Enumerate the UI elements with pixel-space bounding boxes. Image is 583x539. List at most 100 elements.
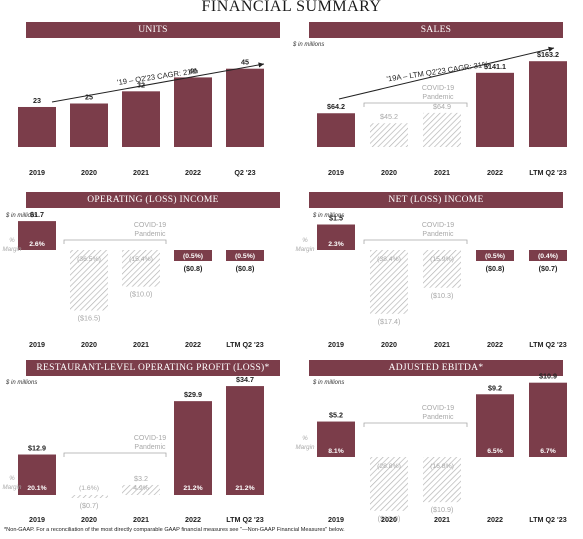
- value-label-operating-income-4: ($0.8): [236, 264, 255, 273]
- cagr-arrow-units: [51, 63, 265, 103]
- margin-label-adjusted-ebitda-4: 6.7%: [540, 448, 556, 455]
- margin-label-operating-income-1: (36.5%): [77, 256, 101, 263]
- bar-adjusted-ebitda-1: [370, 457, 408, 511]
- value-label-restaurant-level-operating-profit-0: $12.9: [28, 444, 46, 453]
- bar-sales-2: [423, 112, 461, 147]
- covid-label-operating-income-0: COVID-19: [134, 222, 166, 229]
- value-label-operating-income-3: ($0.8): [184, 264, 203, 273]
- category-label-net-income-2: 2021: [434, 340, 450, 349]
- bar-units-0: [18, 106, 56, 147]
- covid-bracket-adjusted-ebitda: [363, 422, 468, 427]
- bar-restaurant-level-operating-profit-1: [70, 495, 108, 498]
- margin-label-restaurant-level-operating-profit-0: 20.1%: [27, 485, 46, 492]
- chart-restaurant-level-operating-profit: $12.9 2019 20.1% ($0.7) 2020 (1.6%) $3.2 2021 4.…: [3, 375, 264, 524]
- category-label-units-0: 2019: [29, 168, 45, 177]
- bar-restaurant-level-operating-profit-4: [226, 386, 264, 495]
- category-label-restaurant-level-operating-profit-2: 2021: [133, 515, 149, 524]
- category-label-units-4: Q2 '23: [234, 168, 255, 177]
- category-label-adjusted-ebitda-3: 2022: [487, 515, 503, 524]
- units-note-adjusted-ebitda: $ in millions: [313, 380, 345, 386]
- category-label-operating-income-0: 2019: [29, 340, 45, 349]
- cagr-arrowhead-units: [258, 62, 264, 68]
- chart-panel-net-income: NET (LOSS) INCOME $ in millions $1.5 2019…: [293, 192, 583, 352]
- bar-adjusted-ebitda-4: [529, 382, 567, 457]
- category-label-adjusted-ebitda-0: 2019: [328, 515, 344, 524]
- category-label-sales-4: LTM Q2 '23: [529, 168, 567, 177]
- chart-title-adjusted-ebitda: ADJUSTED EBITDA*: [309, 360, 563, 376]
- bar-restaurant-level-operating-profit-2: [122, 484, 160, 495]
- bar-sales-3: [476, 72, 514, 147]
- chart-panel-units: UNITS 23 2019 25 2020 32 2021 40 2022 45 Q2 '23'1…: [0, 22, 290, 182]
- bar-operating-income-0: [18, 221, 56, 250]
- category-label-sales-1: 2020: [381, 168, 397, 177]
- category-label-operating-income-4: LTM Q2 '23: [226, 340, 264, 349]
- units-note-sales: $ in millions: [293, 42, 325, 48]
- category-label-net-income-1: 2020: [381, 340, 397, 349]
- category-label-restaurant-level-operating-profit-0: 2019: [29, 515, 45, 524]
- value-label-units-3: 40: [189, 66, 197, 75]
- covid-label-operating-income-1: Pandemic: [134, 231, 166, 238]
- bar-units-4: [226, 68, 264, 147]
- category-label-restaurant-level-operating-profit-1: 2020: [81, 515, 97, 524]
- chart-sales: $64.2 2019 $45.2 2020 $64.9 2021 $141.1 2022 $16…: [317, 46, 567, 177]
- bar-restaurant-level-operating-profit-3: [174, 401, 212, 495]
- bar-net-income-0: [317, 224, 355, 250]
- margin-label-adjusted-ebitda-3: 6.5%: [487, 448, 503, 455]
- category-label-restaurant-level-operating-profit-3: 2022: [185, 515, 201, 524]
- margin-header-net-income-0: %: [302, 237, 308, 244]
- chart-net-income: $1.5 2019 2.3% ($17.4) 2020 (38.4%) ($10.3) 202…: [296, 214, 567, 349]
- value-label-adjusted-ebitda-0: $5.2: [329, 411, 343, 420]
- bar-net-income-4: [529, 250, 567, 261]
- bar-operating-income-4: [226, 250, 264, 261]
- value-label-sales-1: $45.2: [380, 112, 398, 121]
- value-label-sales-3: $141.1: [484, 62, 506, 71]
- margin-header-net-income-1: Margin: [296, 246, 315, 253]
- category-label-sales-0: 2019: [328, 168, 344, 177]
- margin-header-adjusted-ebitda-0: %: [302, 435, 308, 442]
- value-label-sales-2: $64.9: [433, 102, 451, 111]
- covid-label-net-income-0: COVID-19: [422, 222, 454, 229]
- category-label-net-income-4: LTM Q2 '23: [529, 340, 567, 349]
- covid-label-restaurant-level-operating-profit-0: COVID-19: [134, 435, 166, 442]
- margin-label-operating-income-3: (0.5%): [183, 253, 203, 260]
- bar-operating-income-2: [122, 250, 160, 287]
- value-label-adjusted-ebitda-3: $9.2: [488, 383, 502, 392]
- value-label-net-income-1: ($17.4): [378, 317, 401, 326]
- bar-operating-income-3: [174, 250, 212, 261]
- chart-title-net-income: NET (LOSS) INCOME: [309, 192, 563, 208]
- margin-header-restaurant-level-operating-profit-1: Margin: [3, 484, 22, 491]
- bar-net-income-1: [370, 250, 408, 314]
- units-note-net-income: $ in millions: [313, 213, 345, 219]
- value-label-sales-4: $163.2: [537, 50, 559, 59]
- margin-label-adjusted-ebitda-1: (28.8%): [377, 463, 401, 470]
- chart-title-operating-income: OPERATING (LOSS) INCOME: [26, 192, 280, 208]
- value-label-adjusted-ebitda-1: ($13.0): [378, 514, 401, 523]
- category-label-operating-income-1: 2020: [81, 340, 97, 349]
- covid-bracket-sales: [363, 102, 468, 107]
- category-label-sales-3: 2022: [487, 168, 503, 177]
- category-label-net-income-3: 2022: [487, 340, 503, 349]
- units-note-operating-income: $ in millions: [6, 213, 38, 219]
- margin-header-adjusted-ebitda-1: Margin: [296, 444, 315, 451]
- value-label-operating-income-1: ($16.5): [78, 314, 101, 323]
- value-label-sales-0: $64.2: [327, 102, 345, 111]
- bar-adjusted-ebitda-3: [476, 394, 514, 457]
- bar-sales-1: [370, 123, 408, 147]
- covid-label-net-income-1: Pandemic: [422, 231, 454, 238]
- bar-units-1: [70, 103, 108, 147]
- value-label-units-1: 25: [85, 93, 93, 102]
- chart-adjusted-ebitda: $5.220198.1%($13.0)2020(28.8%)($10.9)202…: [296, 372, 567, 524]
- bar-units-2: [122, 91, 160, 147]
- value-label-restaurant-level-operating-profit-4: $34.7: [236, 375, 254, 384]
- bar-adjusted-ebitda-0: [317, 421, 355, 457]
- cagr-arrowhead-sales: [548, 46, 554, 52]
- value-label-net-income-4: ($0.7): [539, 264, 558, 273]
- value-label-restaurant-level-operating-profit-3: $29.9: [184, 390, 202, 399]
- chart-panel-restaurant-level-operating-profit: RESTAURANT-LEVEL OPERATING PROFIT (LOSS)…: [0, 360, 290, 525]
- chart-title-sales: SALES: [309, 22, 563, 38]
- bar-adjusted-ebitda-2: [423, 457, 461, 503]
- cagr-annotation-sales: '19A – LTM Q2'23 CAGR: 31%: [386, 59, 490, 83]
- covid-bracket-operating-income: [63, 239, 167, 244]
- chart-panel-adjusted-ebitda: ADJUSTED EBITDA* $ in millions $5.2 2019 8…: [293, 360, 583, 525]
- chart-panel-operating-income: OPERATING (LOSS) INCOME $ in millions $1…: [0, 192, 290, 352]
